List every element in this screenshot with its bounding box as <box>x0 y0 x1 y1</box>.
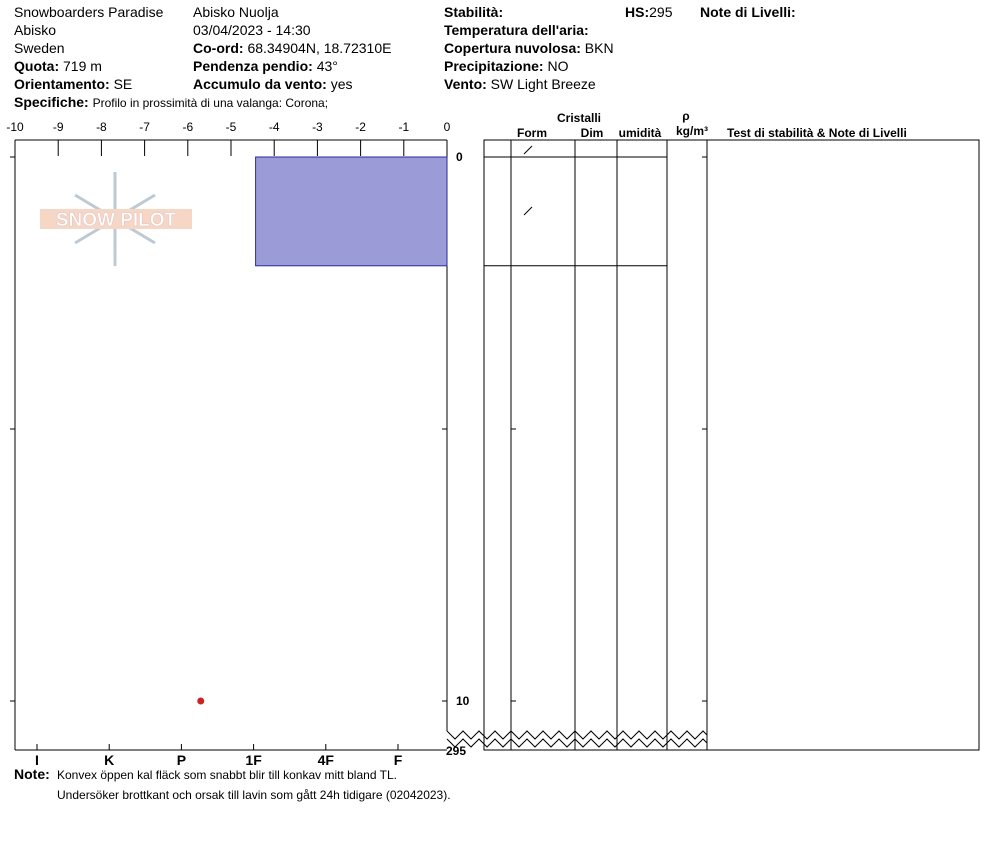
x-tick-label: -10 <box>6 120 24 134</box>
air-temp: Temperatura dell'aria: <box>444 22 589 38</box>
layer-notes: Note di Livelli: <box>700 4 796 20</box>
temperature-point <box>197 697 205 705</box>
hardness-label: 1F <box>245 752 262 768</box>
aspect: Orientamento: SE <box>14 76 132 92</box>
th-moisture: umidità <box>619 126 662 140</box>
x-tick-label: -8 <box>96 120 107 134</box>
notes-line: Undersöker brottkant och orsak till lavi… <box>57 788 451 802</box>
slope: Pendenza pendio: 43° <box>193 58 338 74</box>
x-tick-label: -5 <box>226 120 237 134</box>
logo: SNOW PILOT <box>40 172 192 266</box>
wind: Vento: SW Light Breeze <box>444 76 596 92</box>
y-tick-label: 0 <box>456 150 463 164</box>
hardness-label: 4F <box>318 752 335 768</box>
notes-line: Konvex öppen kal fläck som snabbt blir t… <box>57 768 397 782</box>
datetime: 03/04/2023 - 14:30 <box>193 22 311 38</box>
frames <box>14 139 980 751</box>
x-tick-label: -2 <box>355 120 366 134</box>
notes-label: Note: <box>14 766 50 782</box>
site: Abisko Nuolja <box>193 4 279 20</box>
th-crystals: Cristalli <box>557 111 601 125</box>
hardness-label: I <box>35 752 39 768</box>
stability: Stabilità: <box>444 4 503 20</box>
logo-text: SNOW PILOT <box>56 210 177 231</box>
x-tick-label: 0 <box>444 120 451 134</box>
layer <box>255 156 448 267</box>
x-tick-label: -7 <box>139 120 150 134</box>
th-unit: kg/m³ <box>676 124 708 138</box>
x-tick-label: -9 <box>53 120 64 134</box>
x-tick-label: -4 <box>269 120 280 134</box>
th-size: Dim <box>581 126 604 140</box>
th-rho: ρ <box>682 109 689 123</box>
hardness-label: P <box>177 752 186 768</box>
y-tick-label: 10 <box>456 694 470 708</box>
hardness-label: K <box>104 752 114 768</box>
table-headers: Cristalli Form Dim umidità ρ kg/m³ Test … <box>517 109 907 140</box>
notes: Note: Konvex öppen kal fläck som snabbt … <box>14 766 451 802</box>
th-form: Form <box>517 126 547 140</box>
hs: HS:295 <box>625 4 673 20</box>
wind-loading: Accumulo da vento: yes <box>193 76 352 92</box>
sky: Copertura nuvolosa: BKN <box>444 40 614 56</box>
x-tick-label: -3 <box>312 120 323 134</box>
location: Abisko <box>14 22 56 38</box>
operation: Snowboarders Paradise <box>14 4 164 20</box>
header: Snowboarders Paradise Abisko Sweden Quot… <box>14 4 796 110</box>
country: Sweden <box>14 40 65 56</box>
x-tick-label: -6 <box>182 120 193 134</box>
precip: Precipitazione: NO <box>444 58 569 74</box>
x-tick-label: -1 <box>398 120 409 134</box>
th-tests: Test di stabilità & Note di Livelli <box>727 126 907 140</box>
specifics: Specifiche: Profilo in prossimità di una… <box>14 94 328 110</box>
hs-depth-label: 295 <box>446 744 466 758</box>
coord: Co-ord: 68.34904N, 18.72310E <box>193 40 391 56</box>
hardness-label: F <box>394 752 403 768</box>
elevation: Quota: 719 m <box>14 58 102 74</box>
